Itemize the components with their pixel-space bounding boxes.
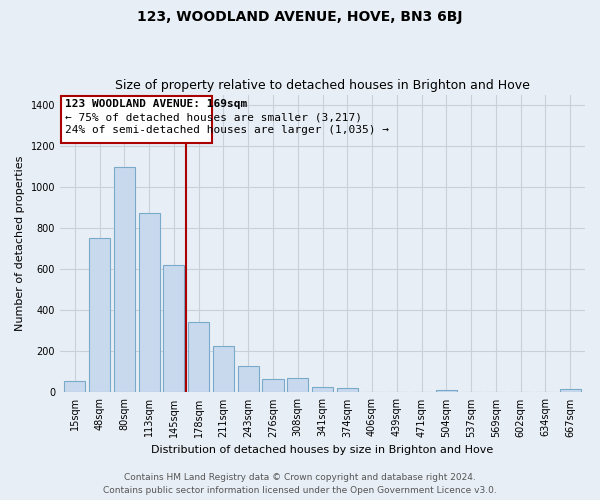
Bar xyxy=(287,378,308,392)
X-axis label: Distribution of detached houses by size in Brighton and Hove: Distribution of detached houses by size … xyxy=(151,445,494,455)
Y-axis label: Number of detached properties: Number of detached properties xyxy=(15,156,25,331)
Bar xyxy=(89,238,110,392)
Bar xyxy=(337,388,358,392)
Bar xyxy=(139,212,160,392)
Text: 24% of semi-detached houses are larger (1,035) →: 24% of semi-detached houses are larger (… xyxy=(65,126,389,136)
Text: ← 75% of detached houses are smaller (3,217): ← 75% of detached houses are smaller (3,… xyxy=(65,112,362,122)
Title: Size of property relative to detached houses in Brighton and Hove: Size of property relative to detached ho… xyxy=(115,79,530,92)
FancyBboxPatch shape xyxy=(61,96,212,143)
Text: 123, WOODLAND AVENUE, HOVE, BN3 6BJ: 123, WOODLAND AVENUE, HOVE, BN3 6BJ xyxy=(137,10,463,24)
Bar xyxy=(114,168,135,392)
Bar xyxy=(560,390,581,392)
Bar xyxy=(238,366,259,392)
Bar xyxy=(436,390,457,392)
Bar xyxy=(188,322,209,392)
Bar xyxy=(64,381,85,392)
Bar xyxy=(262,379,284,392)
Text: 123 WOODLAND AVENUE: 169sqm: 123 WOODLAND AVENUE: 169sqm xyxy=(65,98,247,108)
Bar xyxy=(312,388,333,392)
Bar xyxy=(213,346,234,393)
Text: Contains HM Land Registry data © Crown copyright and database right 2024.
Contai: Contains HM Land Registry data © Crown c… xyxy=(103,474,497,495)
Bar xyxy=(163,265,184,392)
